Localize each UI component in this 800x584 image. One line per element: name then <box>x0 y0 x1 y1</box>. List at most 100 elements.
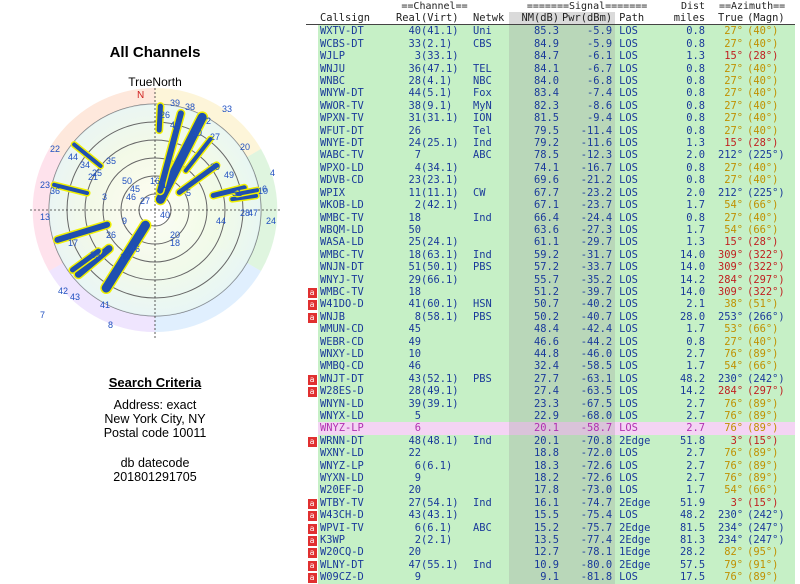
table-row[interactable]: WPXN-TV 31 (31.1) ION 81.5 -9.4 LOS 0.8 27° (40°) <box>306 112 796 125</box>
cell-call[interactable]: W09CZ-D <box>320 571 364 584</box>
cell-call[interactable]: WNJT-DT <box>320 372 364 385</box>
table-row[interactable]: a WRNN-DT 48 (48.1) Ind 20.1 -70.8 2Edge 51.8 3°(… <box>306 434 796 448</box>
cell-call[interactable]: WTBY-TV <box>320 496 364 509</box>
table-row[interactable]: WNYN-LD 39 (39.1) 23.3 -67.5 LOS 2.7 76° (89°) <box>306 397 796 410</box>
table-row[interactable]: WNYE-DT 24 (25.1) Ind 79.2 -11.6 LOS 1.3 15° (28°… <box>306 137 796 150</box>
cell-call[interactable]: WPXN-TV <box>320 112 364 125</box>
cell-call[interactable]: WKOB-LD <box>320 199 364 212</box>
col-real[interactable]: Real <box>396 12 422 26</box>
cell-call[interactable]: WPXO-LD <box>320 161 364 174</box>
cell-call[interactable]: WMBC-TV <box>320 285 364 298</box>
cell-call[interactable]: W28ES-D <box>320 385 364 398</box>
cell-call[interactable]: WNXY-LD <box>320 347 364 360</box>
cell-call[interactable]: WCBS-DT <box>320 37 364 50</box>
table-row[interactable]: a WMBC-TV 18 51.2 -39.7 LOS 14.0 309° (322°) <box>306 285 796 299</box>
cell-call[interactable]: WYXN-LD <box>320 472 364 485</box>
table-row[interactable]: WMBC-TV 18 (63.1) Ind 59.2 -31.7 LOS 14.0 309° (3… <box>306 248 796 262</box>
table-row[interactable]: WXNY-LD 22 18.8 -72.0 LOS 2.7 76° (89°) <box>306 447 796 460</box>
cell-call[interactable]: WNYJ-TV <box>320 273 364 286</box>
table-row[interactable]: WPIX 11 (11.1) CW 67.7 -23.2 LOS 2.0 212° (225°) <box>306 186 796 200</box>
cell-call[interactable]: WFUT-DT <box>320 124 364 137</box>
cell-call[interactable]: WXTV-DT <box>320 25 364 38</box>
col-true[interactable]: True <box>709 12 744 26</box>
cell-call[interactable]: WNBC <box>320 75 346 88</box>
cell-call[interactable]: WNYN-LD <box>320 397 364 410</box>
col-netwk[interactable]: Netwk <box>473 12 510 26</box>
cell-call[interactable]: WNJN-DT <box>320 261 364 274</box>
col-virt[interactable]: (Virt) <box>421 12 474 26</box>
table-row[interactable]: W20EF-D 20 17.8 -73.0 LOS 1.7 54° (66°) <box>306 484 796 497</box>
cell-call[interactable]: WNJU <box>320 62 346 75</box>
table-row[interactable]: WASA-LD 25 (24.1) 61.1 -29.7 LOS 1.3 15° (28°) <box>306 236 796 249</box>
cell-call[interactable]: WMBQ-CD <box>320 360 364 373</box>
cell-call[interactable]: WJLP <box>320 50 346 63</box>
table-row[interactable]: WCBS-DT 33 (2.1) CBS 84.9 -5.9 LOS 0.8 27° (40°) <box>306 37 796 51</box>
table-row[interactable]: WNYJ-TV 29 (66.1) 55.7 -35.2 LOS 14.2 284° (297°… <box>306 273 796 286</box>
col-callsign[interactable]: Callsign <box>318 12 396 26</box>
table-row[interactable]: a WPVI-TV 6 (6.1) ABC 15.2 -75.7 2Edge 81.5 234°(… <box>306 521 796 535</box>
table-row[interactable]: WXTV-DT 40 (41.1) Uni 85.3 -5.9 LOS 0.8 27° (40°) <box>306 24 796 38</box>
table-row[interactable]: a K3WP 2 (2.1) 13.5 -77.4 2Edge 81.3 234° (247°) <box>306 534 796 547</box>
table-row[interactable]: WKOB-LD 2 (42.1) 67.1 -23.7 LOS 1.7 54° (66°) <box>306 199 796 212</box>
cell-call[interactable]: W20EF-D <box>320 484 364 497</box>
table-row[interactable]: WDVB-CD 23 (23.1) 69.6 -21.2 LOS 0.8 27° (40°) <box>306 174 796 187</box>
cell-call[interactable]: WMUN-CD <box>320 323 364 336</box>
table-row[interactable]: WNYZ-LP 6 (6.1) 18.3 -72.6 LOS 2.7 76° (89°) <box>306 459 796 473</box>
cell-call[interactable]: WASA-LD <box>320 236 364 249</box>
cell-call[interactable]: WXNY-LD <box>320 447 364 460</box>
table-row[interactable]: a W43CH-D 43 (43.1) 15.5 -75.4 LOS 48.2 230° (242… <box>306 509 796 522</box>
table-row[interactable]: WMUN-CD 45 48.4 -42.4 LOS 1.7 53° (66°) <box>306 323 796 336</box>
table-row[interactable]: WWOR-TV 38 (9.1) MyN 82.3 -8.6 LOS 0.8 27° (40°) <box>306 99 796 113</box>
cell-call[interactable]: WEBR-CD <box>320 335 364 348</box>
cell-call[interactable]: W43CH-D <box>320 509 364 522</box>
table-row[interactable]: a WNJB 8 (58.1) PBS 50.2 -40.7 LOS 28.0 253° (266°… <box>306 310 796 324</box>
table-row[interactable]: WPXO-LD 4 (34.1) 74.1 -16.7 LOS 0.8 27° (40°) <box>306 161 796 175</box>
table-row[interactable]: WNJU 36 (47.1) TEL 84.1 -6.7 LOS 0.8 27° (40°) <box>306 62 796 76</box>
table-row[interactable]: a WNJT-DT 43 (52.1) PBS 27.7 -63.1 LOS 48.2 230°(… <box>306 372 796 386</box>
cell-call[interactable]: WLNY-DT <box>320 558 364 571</box>
table-row[interactable]: a W20CQ-D 20 12.7 -78.1 1Edge 28.2 82° (95°) <box>306 546 796 559</box>
cell-call[interactable]: WNYZ-LP <box>320 459 364 472</box>
table-row[interactable]: WMBC-TV 18 Ind 66.4 -24.4 LOS 0.8 27° (40°) <box>306 211 796 224</box>
table-row[interactable]: a WTBY-TV 27 (54.1) Ind 16.1 -74.7 2Edge 51.9 3°(… <box>306 496 796 510</box>
cell-call[interactable]: WNYE-DT <box>320 137 364 150</box>
table-row[interactable]: WNYZ-LP 6 20.1 -58.7 LOS 2.7 76° (89°) <box>306 422 796 435</box>
table-row[interactable]: WABC-TV 7 ABC 78.5 -12.3 LOS 2.0 212° (225°) <box>306 149 796 162</box>
cell-call[interactable]: WABC-TV <box>320 149 364 162</box>
cell-call[interactable]: WNYW-DT <box>320 87 364 100</box>
table-row[interactable]: WNXY-LD 10 44.8 -46.0 LOS 2.7 76° (89°) <box>306 347 796 361</box>
col-nm[interactable]: NM(dB) <box>509 12 563 26</box>
cell-call[interactable]: K3WP <box>320 534 346 547</box>
table-row[interactable]: WNBC 28 (4.1) NBC 84.0 -6.8 LOS 0.8 27° (40°) <box>306 75 796 88</box>
cell-call[interactable]: WMBC-TV <box>320 248 364 261</box>
cell-call[interactable]: WNYX-LD <box>320 410 364 422</box>
table-row[interactable]: WJLP 3 (33.1) 84.7 -6.1 LOS 1.3 15° (28°) <box>306 50 796 63</box>
table-row[interactable]: a W41DO-D 41 (60.1) HSN 50.7 -40.2 LOS 2.1 38° (51… <box>306 298 796 311</box>
cell-call[interactable]: WWOR-TV <box>320 99 364 112</box>
cell-call[interactable]: W41DO-D <box>320 298 364 311</box>
table-row[interactable]: WFUT-DT 26 Tel 79.5 -11.4 LOS 0.8 27° (40°) <box>306 124 796 138</box>
cell-call[interactable]: W20CQ-D <box>320 546 364 559</box>
cell-call[interactable]: WDVB-CD <box>320 174 364 187</box>
col-dist[interactable]: miles <box>665 12 710 26</box>
table-row[interactable]: a W09CZ-D 9 9.1 -81.8 LOS 17.5 76° (89°) <box>306 571 796 584</box>
col-pwr[interactable]: Pwr(dBm) <box>562 12 616 26</box>
cell-call[interactable]: WPIX <box>320 186 346 199</box>
table-row[interactable]: a WLNY-DT 47 (55.1) Ind 10.9 -80.0 2Edge 57.5 79°… <box>306 558 796 572</box>
table-row[interactable]: WNYX-LD 5 22.9 -68.0 LOS 2.7 76° (89°) <box>306 410 796 423</box>
table-row[interactable]: WBQM-LD 50 63.6 -27.3 LOS 1.7 54° (66°) <box>306 223 796 237</box>
col-magn[interactable]: (Magn) <box>743 12 796 26</box>
cell-call[interactable]: WRNN-DT <box>320 434 364 447</box>
table-row[interactable]: WNYW-DT 44 (5.1) Fox 83.4 -7.4 LOS 0.8 27° (40°) <box>306 87 796 100</box>
cell-call[interactable]: WNYZ-LP <box>320 422 364 435</box>
col-path[interactable]: Path <box>615 12 666 26</box>
table-row[interactable]: a W28ES-D 28 (49.1) 27.4 -63.5 LOS 14.2 284° (297… <box>306 385 796 398</box>
cell-call[interactable]: WNJB <box>320 310 346 323</box>
cell-call[interactable]: WBQM-LD <box>320 223 364 236</box>
table-row[interactable]: WEBR-CD 49 46.6 -44.2 LOS 0.8 27° (40°) <box>306 335 796 348</box>
table-row[interactable]: WNJN-DT 51 (50.1) PBS 57.2 -33.7 LOS 14.0 309° (3… <box>306 261 796 274</box>
cell-call[interactable]: WMBC-TV <box>320 211 364 224</box>
table-row[interactable]: WMBQ-CD 46 32.4 -58.5 LOS 1.7 54° (66°) <box>306 360 796 373</box>
cell-call[interactable]: WPVI-TV <box>320 521 364 534</box>
table-row[interactable]: WYXN-LD 9 18.2 -72.6 LOS 2.7 76° (89°) <box>306 472 796 485</box>
